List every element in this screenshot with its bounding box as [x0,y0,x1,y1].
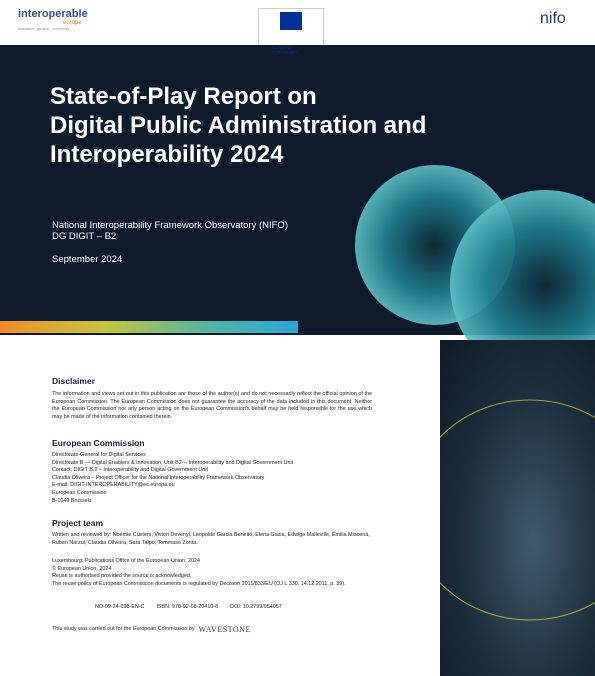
team: Project team Written and reviewed by: No… [52,518,372,547]
ec-logo-text: European Commission [272,45,297,55]
subtitle: National Interoperability Framework Obse… [52,220,288,242]
line: Reuse is authorised provided the source … [52,573,192,580]
footer: This study was carried out for the Europ… [52,625,251,634]
company-logo: WAVESTONE [198,625,251,634]
nifo-logo: nifo [540,10,566,27]
identifier: ISBN: 978-92-68-20410-8 [156,604,219,610]
line: The reuse policy of European Commission … [52,580,346,587]
gradient-bar [0,321,298,333]
orbit-line [409,399,595,621]
fiber-circle [450,190,595,340]
logo-tagline: innovation · govtech · community [18,27,70,31]
line: Directorate B — Digital Enablers & Innov… [52,459,294,466]
logo-sub: europe [63,20,82,26]
subtitle-line: National Interoperability Framework Obse… [52,220,288,231]
title-line: Digital Public Administration and [50,112,427,139]
commission: European Commission Directorate-General … [52,438,382,505]
identifier: NO-09-24-698-EN-C [95,604,145,610]
section-heading: European Commission [52,438,145,448]
line: European Commission [52,489,107,496]
logo-main: interoperable [18,8,88,20]
line: Claudia Oliveira – Project Officer for t… [52,474,265,481]
section-heading: Project team [52,518,104,528]
identifiers: NO-09-24-698-EN-C ISBN: 978-92-68-20410-… [95,604,395,612]
line: Directorate-General for Digital Services [52,452,146,458]
molecule-image [409,340,595,676]
line: E-mail: DIGIT-INTEROPERABILITY@ec.europa… [52,482,175,489]
disclaimer: Disclaimer The information and views set… [52,376,372,421]
publication: Luxembourg: Publications Office of the E… [52,558,372,588]
title-line: Interoperability 2024 [50,141,284,168]
footer-text: This study was carried out for the Europ… [52,625,195,632]
line: Contact: DIGIT B.2 – Interoperability an… [52,467,209,474]
title-line: State-of-Play Report on [50,83,317,110]
team-text: Written and reviewed by: Noémie Custers,… [52,532,370,546]
date: September 2024 [52,254,123,265]
molecule-art [409,399,595,621]
line: © European Union, 2024 [52,565,112,572]
section-heading: Disclaimer [52,376,95,386]
cover-art [0,165,595,340]
eu-flag [280,12,302,30]
subtitle-line: DG DIGIT – B2 [52,231,117,242]
disclaimer-text: The information and views set out in thi… [52,391,372,420]
commission-lines: Directorate-General for Digital Services… [52,452,382,505]
title: State-of-Play Report on Digital Public A… [50,82,426,169]
line: Luxembourg: Publications Office of the E… [52,558,200,564]
line: B-1049 Brussels [52,497,92,504]
identifier: DOI: 10.2799/954057 [230,604,282,610]
